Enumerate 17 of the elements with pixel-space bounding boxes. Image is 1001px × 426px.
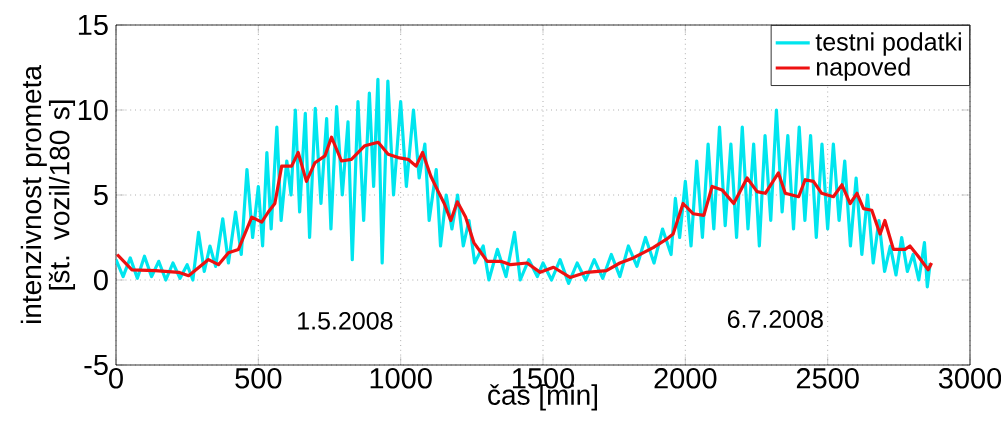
x-tick-label: 0 — [109, 368, 123, 389]
x-tick-label: 2500 — [796, 368, 859, 389]
legend-label: napoved — [816, 57, 910, 81]
line-series — [116, 135, 934, 280]
x-tick-label: 500 — [235, 368, 282, 389]
y-tick-label: 5 — [93, 184, 108, 206]
annotation: 1.5.2008 — [298, 311, 393, 330]
y-tick-label: 10 — [78, 99, 108, 121]
y-axis-title: intenzivnost prometa [št. vozil/180 s] — [20, 65, 76, 324]
x-tick-label: 3000 — [938, 368, 1001, 389]
legend-label: testni podatki — [815, 32, 961, 56]
y-tick-label: 0 — [93, 269, 108, 291]
y-tick-label: -5 — [84, 354, 108, 376]
x-tick-label: 2000 — [654, 368, 717, 389]
x-tick-label: 1000 — [370, 368, 432, 389]
y-tick-label: 15 — [78, 14, 108, 36]
annotation: 6.7.2008 — [727, 310, 823, 328]
